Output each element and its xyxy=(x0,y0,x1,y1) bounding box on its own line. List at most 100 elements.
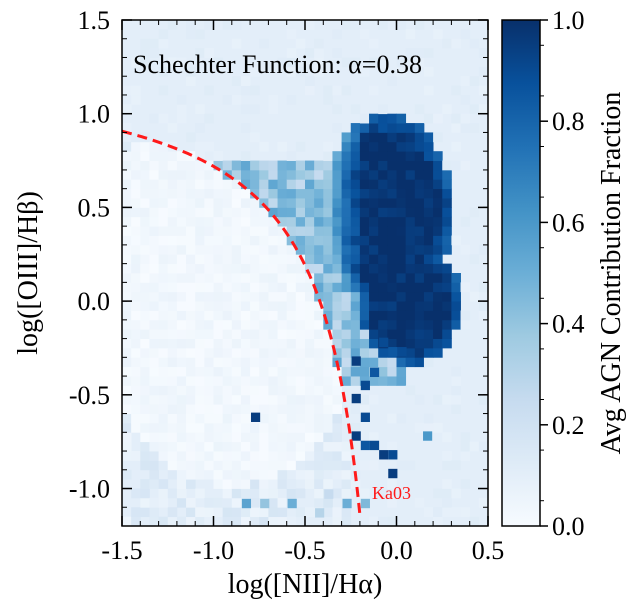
heatmap-cell xyxy=(442,451,452,461)
heatmap-cell xyxy=(250,235,260,246)
heatmap-cell xyxy=(140,460,150,471)
heatmap-cell xyxy=(277,226,288,236)
heatmap-cell xyxy=(460,160,471,171)
heatmap-cell xyxy=(323,385,333,396)
heatmap-cell xyxy=(378,104,388,115)
heatmap-cell xyxy=(442,338,452,349)
heatmap-cell xyxy=(423,85,434,96)
heatmap-cell xyxy=(305,422,315,433)
heatmap-cell xyxy=(176,113,187,124)
y-tick-label: 1.5 xyxy=(78,6,111,35)
heatmap-cell xyxy=(433,132,443,143)
heatmap-cell xyxy=(122,451,132,461)
heatmap-cell xyxy=(286,310,297,321)
heatmap-cell xyxy=(176,104,187,115)
heatmap-cell xyxy=(213,469,224,480)
heatmap-cell xyxy=(423,301,434,311)
heatmap-cell xyxy=(359,357,370,368)
heatmap-cell xyxy=(396,310,407,321)
heatmap-cell xyxy=(359,29,370,40)
heatmap-cell xyxy=(350,273,361,283)
heatmap-cell xyxy=(405,263,416,274)
heatmap-cell xyxy=(314,469,324,480)
heatmap-cell xyxy=(341,301,352,311)
heatmap-cell xyxy=(387,273,397,283)
heatmap-cell xyxy=(378,216,388,227)
heatmap-cell xyxy=(268,169,278,180)
heatmap-cell xyxy=(442,169,452,180)
heatmap-cell xyxy=(195,469,205,480)
heatmap-cell xyxy=(122,273,132,283)
heatmap-cell xyxy=(176,169,187,180)
heatmap-cell xyxy=(323,244,333,255)
heatmap-cell xyxy=(433,422,443,433)
heatmap-cell xyxy=(176,226,187,236)
heatmap-cell xyxy=(204,291,214,302)
heatmap-cell xyxy=(140,48,150,58)
heatmap-cell xyxy=(176,188,187,199)
heatmap-cell xyxy=(305,254,315,265)
heatmap-cell xyxy=(423,422,434,433)
heatmap-cell xyxy=(387,216,397,227)
heatmap-cell xyxy=(176,404,187,414)
heatmap-cell xyxy=(396,357,407,368)
heatmap-cell xyxy=(131,357,141,368)
heatmap-cell xyxy=(442,507,452,518)
heatmap-cell xyxy=(314,198,324,208)
heatmap-cell xyxy=(186,516,196,526)
heatmap-cell xyxy=(277,441,288,452)
heatmap-cell xyxy=(231,282,242,293)
heatmap-cell xyxy=(140,488,150,499)
heatmap-cell xyxy=(122,226,132,236)
heatmap-cell xyxy=(268,329,278,339)
heatmap-cell xyxy=(240,244,251,255)
heatmap-cell xyxy=(332,488,342,499)
heatmap-cell xyxy=(158,254,169,265)
heatmap-cell xyxy=(387,291,397,302)
heatmap-cell xyxy=(131,94,141,105)
heatmap-cell xyxy=(167,469,178,480)
heatmap-cell xyxy=(259,160,269,171)
heatmap-cell xyxy=(176,347,187,358)
heatmap-cell xyxy=(186,235,196,246)
heatmap-cell xyxy=(332,123,342,133)
heatmap-cell xyxy=(140,282,150,293)
heatmap-cell xyxy=(204,432,214,443)
heatmap-cell xyxy=(433,235,443,246)
heatmap-cell xyxy=(478,85,488,96)
heatmap-cell-isolated xyxy=(324,489,334,499)
heatmap-cell xyxy=(451,38,461,49)
heatmap-cell xyxy=(478,244,488,255)
heatmap-cell xyxy=(122,413,132,424)
heatmap-cell xyxy=(167,226,178,236)
heatmap-cell xyxy=(131,273,141,283)
heatmap-cell xyxy=(369,347,379,358)
heatmap-cell xyxy=(204,207,214,218)
heatmap-cell xyxy=(122,376,132,386)
heatmap-cell xyxy=(369,432,379,443)
heatmap-cell xyxy=(423,338,434,349)
heatmap-cell xyxy=(231,357,242,368)
heatmap-cell xyxy=(167,516,178,526)
heatmap-cell xyxy=(231,291,242,302)
heatmap-cell xyxy=(396,413,407,424)
heatmap-cell xyxy=(305,451,315,461)
heatmap-cell xyxy=(323,160,333,171)
heatmap-cell xyxy=(350,198,361,208)
heatmap-cell xyxy=(204,469,214,480)
heatmap-cell xyxy=(387,254,397,265)
heatmap-cell xyxy=(204,179,214,190)
heatmap-cell xyxy=(433,394,443,405)
heatmap-cell xyxy=(414,160,425,171)
heatmap-cell xyxy=(277,263,288,274)
heatmap-cell xyxy=(259,357,269,368)
heatmap-cell xyxy=(369,319,379,330)
heatmap-cell xyxy=(387,244,397,255)
heatmap-cell xyxy=(295,179,306,190)
heatmap-cell xyxy=(332,254,342,265)
heatmap-cell xyxy=(122,123,132,133)
heatmap-cell xyxy=(396,141,407,152)
heatmap-cell xyxy=(396,273,407,283)
heatmap-cell xyxy=(250,497,260,508)
heatmap-cell xyxy=(305,441,315,452)
